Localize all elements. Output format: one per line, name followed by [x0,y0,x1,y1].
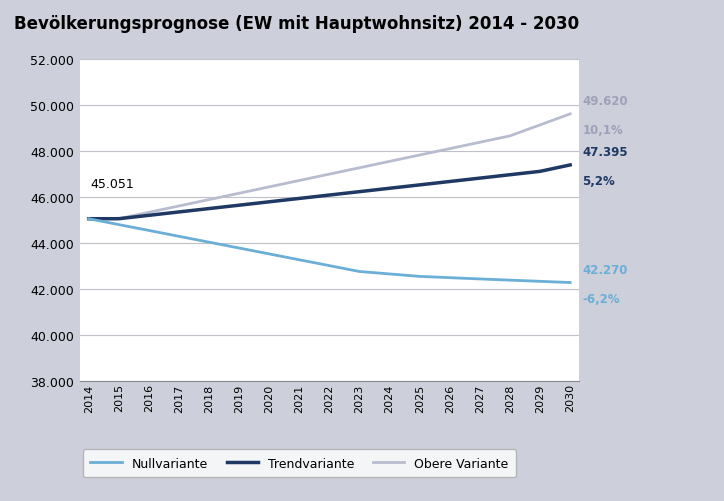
Trendvariante [566,163,575,169]
Text: 49.620: 49.620 [582,95,628,108]
Obere Variante [445,146,454,152]
Trendvariante [145,213,153,219]
Obere Variante [174,203,183,209]
Obere Variante [145,210,153,216]
Trendvariante [416,182,424,188]
Line: Obere Variante: Obere Variante [88,115,571,219]
Trendvariante [445,179,454,185]
Obere Variante [84,216,93,222]
Trendvariante [114,216,123,222]
Line: Trendvariante: Trendvariante [88,166,571,219]
Nullvariante [355,269,364,275]
Trendvariante [174,209,183,215]
Nullvariante [235,245,243,252]
Nullvariante [295,257,303,263]
Nullvariante [566,280,575,286]
Text: -6,2%: -6,2% [582,292,620,305]
Obere Variante [385,159,394,165]
Obere Variante [566,112,575,118]
Trendvariante [355,189,364,195]
Nullvariante [476,277,484,283]
Nullvariante [536,279,544,285]
Nullvariante [174,234,183,240]
Nullvariante [84,216,93,222]
Nullvariante [265,252,274,258]
Obere Variante [265,184,274,190]
Trendvariante [325,192,334,198]
Obere Variante [476,140,484,146]
Nullvariante [445,275,454,281]
Obere Variante [205,197,214,203]
Trendvariante [536,169,544,175]
Trendvariante [505,172,514,178]
Nullvariante [114,222,123,228]
Obere Variante [416,153,424,159]
Nullvariante [325,263,334,269]
Obere Variante [536,123,544,129]
Nullvariante [505,278,514,284]
Trendvariante [295,196,303,202]
Obere Variante [325,172,334,178]
Text: 5,2%: 5,2% [582,175,615,188]
Text: Bevölkerungsprognose (EW mit Hauptwohnsitz) 2014 - 2030: Bevölkerungsprognose (EW mit Hauptwohnsi… [14,15,580,33]
Text: 45.051: 45.051 [90,178,134,191]
Text: 10,1%: 10,1% [582,124,623,137]
Obere Variante [235,191,243,197]
Trendvariante [205,206,214,212]
Nullvariante [205,239,214,245]
Trendvariante [235,203,243,209]
Nullvariante [145,228,153,234]
Trendvariante [476,176,484,182]
Line: Nullvariante: Nullvariante [88,219,571,283]
Legend: Nullvariante, Trendvariante, Obere Variante: Nullvariante, Trendvariante, Obere Varia… [83,449,516,477]
Obere Variante [114,216,123,222]
Obere Variante [505,134,514,140]
Obere Variante [355,165,364,171]
Text: 42.270: 42.270 [582,263,628,276]
Nullvariante [416,274,424,280]
Trendvariante [385,186,394,192]
Nullvariante [385,272,394,278]
Trendvariante [84,216,93,222]
Trendvariante [265,199,274,205]
Text: 47.395: 47.395 [582,146,628,159]
Obere Variante [295,178,303,184]
